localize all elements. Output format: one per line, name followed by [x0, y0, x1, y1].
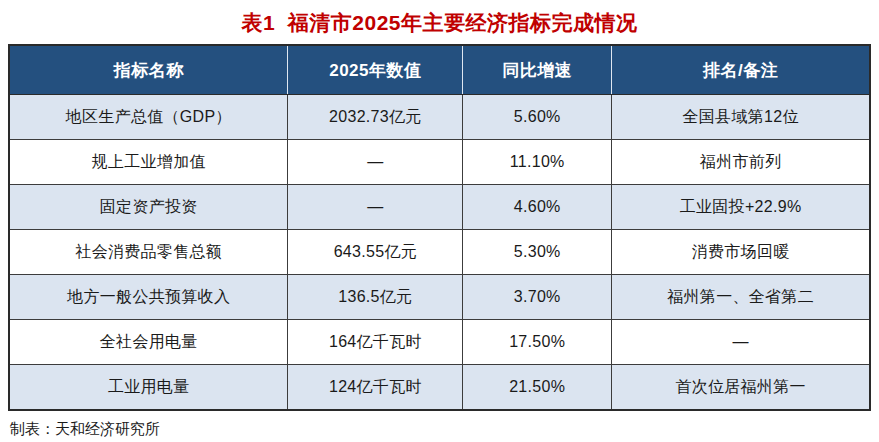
table-cell: 11.10% [463, 140, 612, 185]
economic-indicators-table: 指标名称 2025年数值 同比增速 排名/备注 地区生产总值（GDP） 2032… [8, 44, 871, 411]
table-cell: 地方一般公共预算收入 [9, 275, 288, 320]
table-cell: — [288, 185, 463, 230]
table-cell: 17.50% [463, 320, 612, 365]
table-cell: 5.60% [463, 95, 612, 140]
table-row-industrial-added-value: 规上工业增加值 — 11.10% 福州市前列 [9, 140, 870, 185]
article-page: 表1 福清市2025年主要经济指标完成情况 指标名称 2025年数值 同比增速 … [0, 0, 879, 442]
column-header-yoy-growth: 同比增速 [463, 45, 612, 95]
table-row-public-budget-revenue: 地方一般公共预算收入 136.5亿元 3.70% 福州第一、全省第二 [9, 275, 870, 320]
table-cell: 固定资产投资 [9, 185, 288, 230]
table-cell: 2032.73亿元 [288, 95, 463, 140]
table-header-row: 指标名称 2025年数值 同比增速 排名/备注 [9, 45, 870, 95]
table-row-retail-sales: 社会消费品零售总额 643.55亿元 5.30% 消费市场回暖 [9, 230, 870, 275]
table-cell: 首次位居福州第一 [612, 365, 870, 411]
table-cell: 地区生产总值（GDP） [9, 95, 288, 140]
table-cell: 136.5亿元 [288, 275, 463, 320]
column-header-rank-remark: 排名/备注 [612, 45, 870, 95]
table-cell: 21.50% [463, 365, 612, 411]
table-cell: 4.60% [463, 185, 612, 230]
table-cell: 工业用电量 [9, 365, 288, 411]
table-cell: 福州市前列 [612, 140, 870, 185]
table-cell: 规上工业增加值 [9, 140, 288, 185]
table-cell: — [288, 140, 463, 185]
table-cell: 全社会用电量 [9, 320, 288, 365]
table-row-industrial-electricity: 工业用电量 124亿千瓦时 21.50% 首次位居福州第一 [9, 365, 870, 411]
column-header-indicator-name: 指标名称 [9, 45, 288, 95]
table-title: 表1 福清市2025年主要经济指标完成情况 [0, 0, 879, 37]
table-cell: 5.30% [463, 230, 612, 275]
table-cell: 消费市场回暖 [612, 230, 870, 275]
table-row-gdp: 地区生产总值（GDP） 2032.73亿元 5.60% 全国县域第12位 [9, 95, 870, 140]
table-cell: 福州第一、全省第二 [612, 275, 870, 320]
table-cell: 全国县域第12位 [612, 95, 870, 140]
table-credit: 制表：天和经济研究所 [10, 420, 879, 439]
table-cell: 3.70% [463, 275, 612, 320]
column-header-2025-value: 2025年数值 [288, 45, 463, 95]
table-cell: — [612, 320, 870, 365]
table-cell: 社会消费品零售总额 [9, 230, 288, 275]
table-cell: 643.55亿元 [288, 230, 463, 275]
table-row-total-electricity: 全社会用电量 164亿千瓦时 17.50% — [9, 320, 870, 365]
table-cell: 124亿千瓦时 [288, 365, 463, 411]
table-cell: 工业固投+22.9% [612, 185, 870, 230]
table-row-fixed-asset-investment: 固定资产投资 — 4.60% 工业固投+22.9% [9, 185, 870, 230]
table-cell: 164亿千瓦时 [288, 320, 463, 365]
